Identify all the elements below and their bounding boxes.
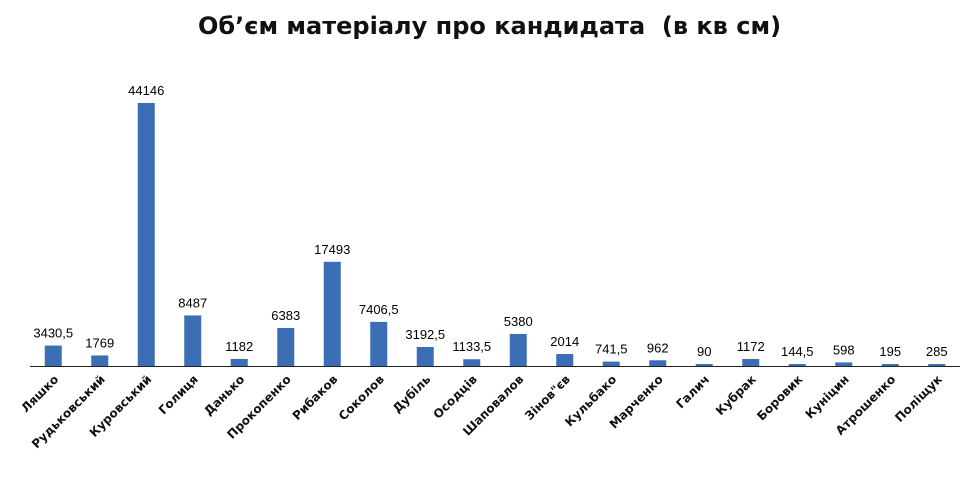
bar-1	[44, 345, 62, 366]
chart-title: Об’єм матеріалу про кандидата (в кв см)	[197, 12, 782, 40]
category-label-15: Галич	[673, 372, 712, 411]
bar-6	[277, 327, 295, 366]
category-label-18: Куніцин	[803, 372, 852, 421]
bar-4	[184, 315, 202, 366]
bar-2	[91, 355, 109, 366]
category-label-17: Боровик	[754, 372, 805, 423]
data-label-12: 2014	[550, 334, 579, 349]
bar-7	[323, 261, 341, 366]
data-label-15: 90	[697, 344, 711, 359]
data-label-19: 195	[879, 344, 901, 359]
category-label-16: Кубрак	[713, 372, 759, 418]
bar-16	[742, 359, 760, 366]
bar-12	[556, 354, 574, 366]
data-label-11: 5380	[504, 314, 533, 329]
bar-13	[602, 361, 620, 366]
data-label-18: 598	[833, 342, 855, 357]
bar-11	[509, 333, 527, 366]
bar-15	[695, 364, 713, 366]
data-label-10: 1133,5	[452, 339, 491, 354]
data-label-9: 3192,5	[405, 327, 445, 342]
category-label-7: Рибаков	[290, 372, 341, 423]
data-label-7: 17493	[314, 242, 350, 257]
category-label-9: Дубіль	[390, 372, 434, 416]
bar-3	[137, 103, 155, 366]
data-label-3: 44146	[128, 83, 164, 98]
data-label-2: 1769	[85, 335, 114, 350]
bar-18	[835, 362, 853, 366]
category-label-8: Соколов	[336, 372, 387, 423]
bar-8	[370, 321, 388, 366]
data-label-8: 7406,5	[359, 302, 399, 317]
bar-17	[788, 364, 806, 366]
bar-5	[230, 358, 248, 366]
bar-20	[928, 364, 946, 366]
bars-layer	[44, 103, 946, 366]
data-label-16: 1172	[737, 339, 765, 354]
bar-9	[416, 346, 434, 366]
category-label-5: Данько	[201, 372, 247, 418]
data-label-6: 6383	[271, 308, 300, 323]
bar-19	[881, 364, 899, 366]
data-label-20: 285	[926, 344, 948, 359]
category-label-4: Голиця	[156, 372, 201, 417]
bar-10	[463, 359, 481, 366]
category-label-1: Ляшко	[18, 372, 61, 415]
category-label-20: Поліщук	[892, 372, 945, 425]
data-label-1: 3430,5	[33, 326, 73, 341]
value-labels-layer: 3430,5 1769 44146 8487 1182 6383 17493 7406,5 31…	[33, 83, 947, 359]
data-label-5: 1182	[225, 339, 253, 354]
data-label-4: 8487	[178, 295, 207, 310]
data-label-17: 144,5	[781, 344, 814, 359]
bar-14	[649, 360, 667, 366]
data-label-13: 741,5	[595, 342, 628, 357]
category-label-10: Осодців	[430, 372, 480, 422]
data-label-14: 962	[647, 340, 669, 355]
